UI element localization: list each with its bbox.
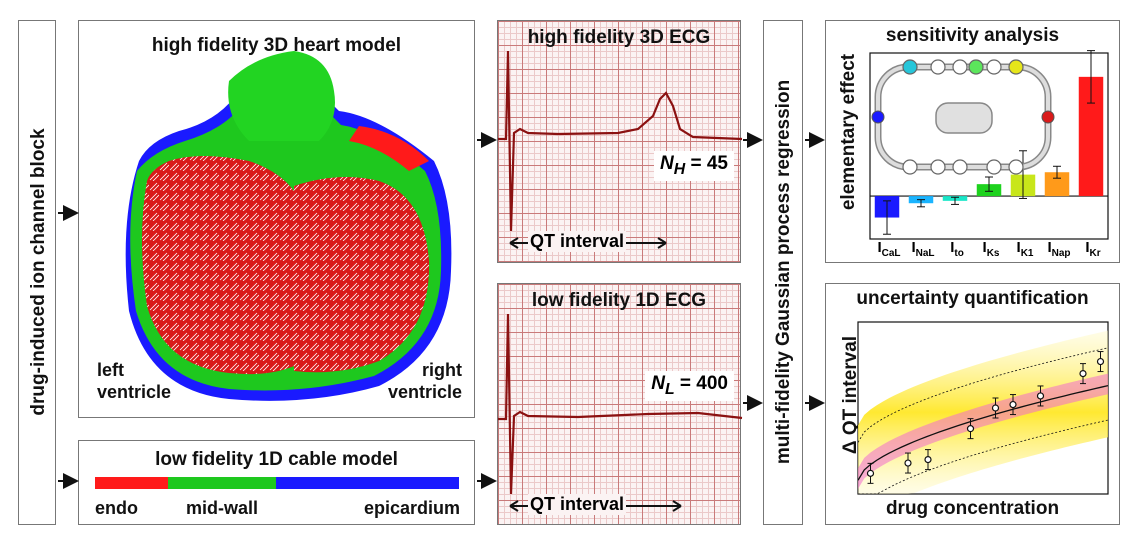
cable-segment-mid — [168, 477, 276, 489]
uq-xlabel: drug concentration — [885, 498, 1060, 519]
cable-label-epi: epicardium — [363, 498, 460, 518]
sensitivity-panel: sensitivity analysis elementary effect I… — [825, 20, 1120, 263]
cable-model-panel: low fidelity 1D cable model endo mid-wal… — [78, 440, 475, 525]
uq-mean-line — [857, 385, 1109, 481]
sensitivity-tick-label: IK1 — [1016, 239, 1034, 259]
ecg-high-title: high fidelity 3D ECG — [527, 27, 711, 48]
heart-illustration — [125, 51, 452, 401]
cable-segment-epi — [276, 477, 459, 489]
right-ventricle-label: right ventricle — [387, 360, 462, 402]
cell-channel — [1008, 59, 1024, 75]
cable-segment-endo — [95, 477, 168, 489]
uq-data-point — [866, 469, 875, 477]
uq-data-point — [1036, 392, 1045, 400]
uq-lower-bound — [858, 419, 1109, 495]
ecg-high-panel: high fidelity 3D ECG NH = 45 QT interval — [497, 20, 743, 263]
sensitivity-tick-label: IKs — [982, 239, 1000, 259]
ecg-high-sample-count: NH = 45 — [654, 151, 734, 181]
uq-upper-bound — [857, 347, 1109, 443]
sensitivity-bar — [1044, 172, 1070, 197]
heart-model-panel: high fidelity 3D heart model left ventri… — [78, 20, 475, 418]
uq-title: uncertainty quantification — [856, 288, 1089, 309]
uq-data-point — [924, 456, 932, 464]
mfgp-box: multi-fidelity Gaussian process regressi… — [763, 20, 803, 525]
cable-model-title: low fidelity 1D cable model — [155, 449, 398, 470]
cell-channel — [952, 59, 968, 75]
ecg-high-qt-label: QT interval — [528, 231, 627, 252]
cable-label-mid: mid-wall — [186, 498, 259, 518]
heart-model-title: high fidelity 3D heart model — [151, 35, 402, 56]
uq-data-point — [991, 404, 1000, 412]
cable-label-endo: endo — [95, 498, 138, 518]
cell-channel — [952, 159, 968, 175]
uq-data-point — [1009, 400, 1017, 409]
sensitivity-tick-label: ICaL — [877, 239, 901, 259]
uq-panel: uncertainty quantification Δ QT interval… — [825, 283, 1120, 525]
sensitivity-tick-label: INap — [1047, 239, 1071, 259]
cell-schematic — [871, 59, 1055, 175]
cell-organelle — [935, 102, 993, 134]
cell-channel — [930, 59, 946, 75]
uq-chart — [857, 321, 1109, 495]
cable-bar — [95, 477, 459, 489]
ecg-low-title: low fidelity 1D ECG — [531, 290, 707, 311]
uq-data-point — [1096, 357, 1105, 366]
uq-data-point — [904, 459, 912, 467]
cell-channel — [1008, 159, 1024, 175]
left-ventricle-label: left ventricle — [97, 360, 172, 402]
cell-channel — [968, 59, 984, 75]
cell-channel — [930, 159, 946, 175]
cell-channel — [902, 159, 918, 175]
cell-channel — [902, 59, 918, 75]
sensitivity-axes-frame — [869, 52, 1109, 240]
ecg-low-sample-count: NL = 400 — [645, 371, 734, 401]
sensitivity-tick-label: Ito — [950, 239, 964, 259]
sensitivity-tick-label: IKr — [1085, 239, 1101, 259]
uq-data-point — [1079, 369, 1087, 378]
cell-channel — [1041, 110, 1055, 124]
input-box: drug-induced ion channel block — [18, 20, 56, 525]
sensitivity-title: sensitivity analysis — [885, 25, 1060, 46]
cell-channel — [986, 59, 1002, 75]
ecg-low-qt-label: QT interval — [528, 494, 627, 515]
uq-data-point — [966, 425, 975, 433]
sensitivity-tick-label: INaL — [911, 239, 935, 259]
ecg-low-panel: low fidelity 1D ECG NL = 400 QT interval — [497, 283, 743, 525]
sensitivity-chart — [869, 50, 1109, 240]
uq-density-core — [858, 373, 1108, 489]
cell-channel — [871, 110, 885, 124]
cell-channel — [986, 159, 1002, 175]
